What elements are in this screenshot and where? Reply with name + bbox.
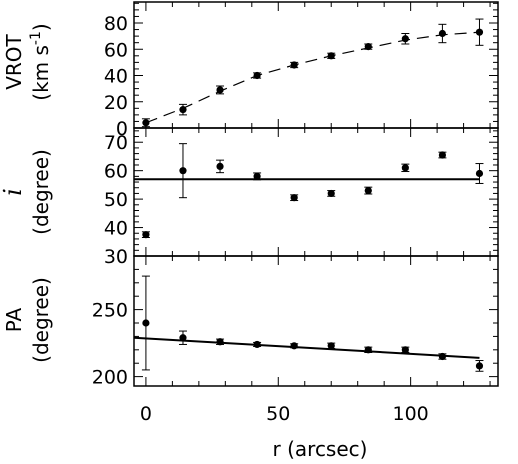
y-tick-label: 60 (104, 39, 128, 61)
pa-ylabel: PA (2, 307, 26, 332)
pa-panel: 200 250 0 50 100 (92, 255, 499, 425)
data-point (290, 194, 298, 202)
vrot-panel: 0 20 40 60 80 (104, 1, 499, 140)
fit-line (133, 336, 480, 359)
data-point (364, 186, 372, 195)
y-tick-label: 250 (92, 300, 128, 322)
axis-labels: VROT (km s-1) i (degree) PA (degree) r (… (0, 23, 367, 461)
vrot-yunit: (km s-1) (28, 23, 53, 100)
inclination-panel: 30 40 50 60 70 (104, 127, 499, 268)
panels: 0 20 40 60 80 30 40 50 60 70 200 250 0 50 100 (92, 1, 499, 425)
x-axis-label: r (arcsec) (273, 437, 368, 461)
data-point (401, 164, 409, 172)
data-point (142, 231, 150, 239)
data-point (475, 169, 484, 178)
vrot-frame (133, 1, 499, 129)
pa-frame (133, 255, 499, 387)
data-point (438, 29, 447, 38)
y-tick-label: 40 (104, 66, 128, 88)
data-point (253, 172, 261, 180)
data-point (179, 167, 187, 175)
x-tick-label: 50 (266, 403, 290, 425)
y-tick-label: 60 (104, 161, 128, 183)
data-point (142, 319, 150, 327)
data-point (401, 35, 409, 43)
y-tick-label: 50 (104, 189, 128, 211)
data-point (401, 346, 409, 354)
y-tick-label: 0 (116, 118, 128, 140)
model-curve (145, 31, 480, 124)
inclination-frame (133, 127, 499, 257)
y-tick-label: 200 (92, 367, 128, 389)
data-point (475, 362, 484, 370)
vrot-ylabel: VROT (2, 33, 26, 89)
data-point (364, 43, 372, 51)
y-tick-label: 20 (104, 92, 128, 114)
data-point (327, 342, 335, 350)
x-tick-label: 100 (393, 403, 429, 425)
data-point (327, 189, 335, 198)
x-tick-label: 0 (140, 403, 152, 425)
data-point (216, 162, 224, 170)
inclination-yunit: (degree) (29, 149, 53, 235)
pa-yunit: (degree) (29, 277, 53, 363)
inclination-ylabel: i (0, 188, 27, 196)
y-tick-label: 80 (104, 13, 128, 35)
y-tick-label: 40 (104, 218, 128, 240)
y-tick-label: 30 (104, 246, 128, 268)
y-tick-label: 70 (104, 132, 128, 154)
data-point (290, 342, 298, 350)
data-point (438, 151, 447, 159)
